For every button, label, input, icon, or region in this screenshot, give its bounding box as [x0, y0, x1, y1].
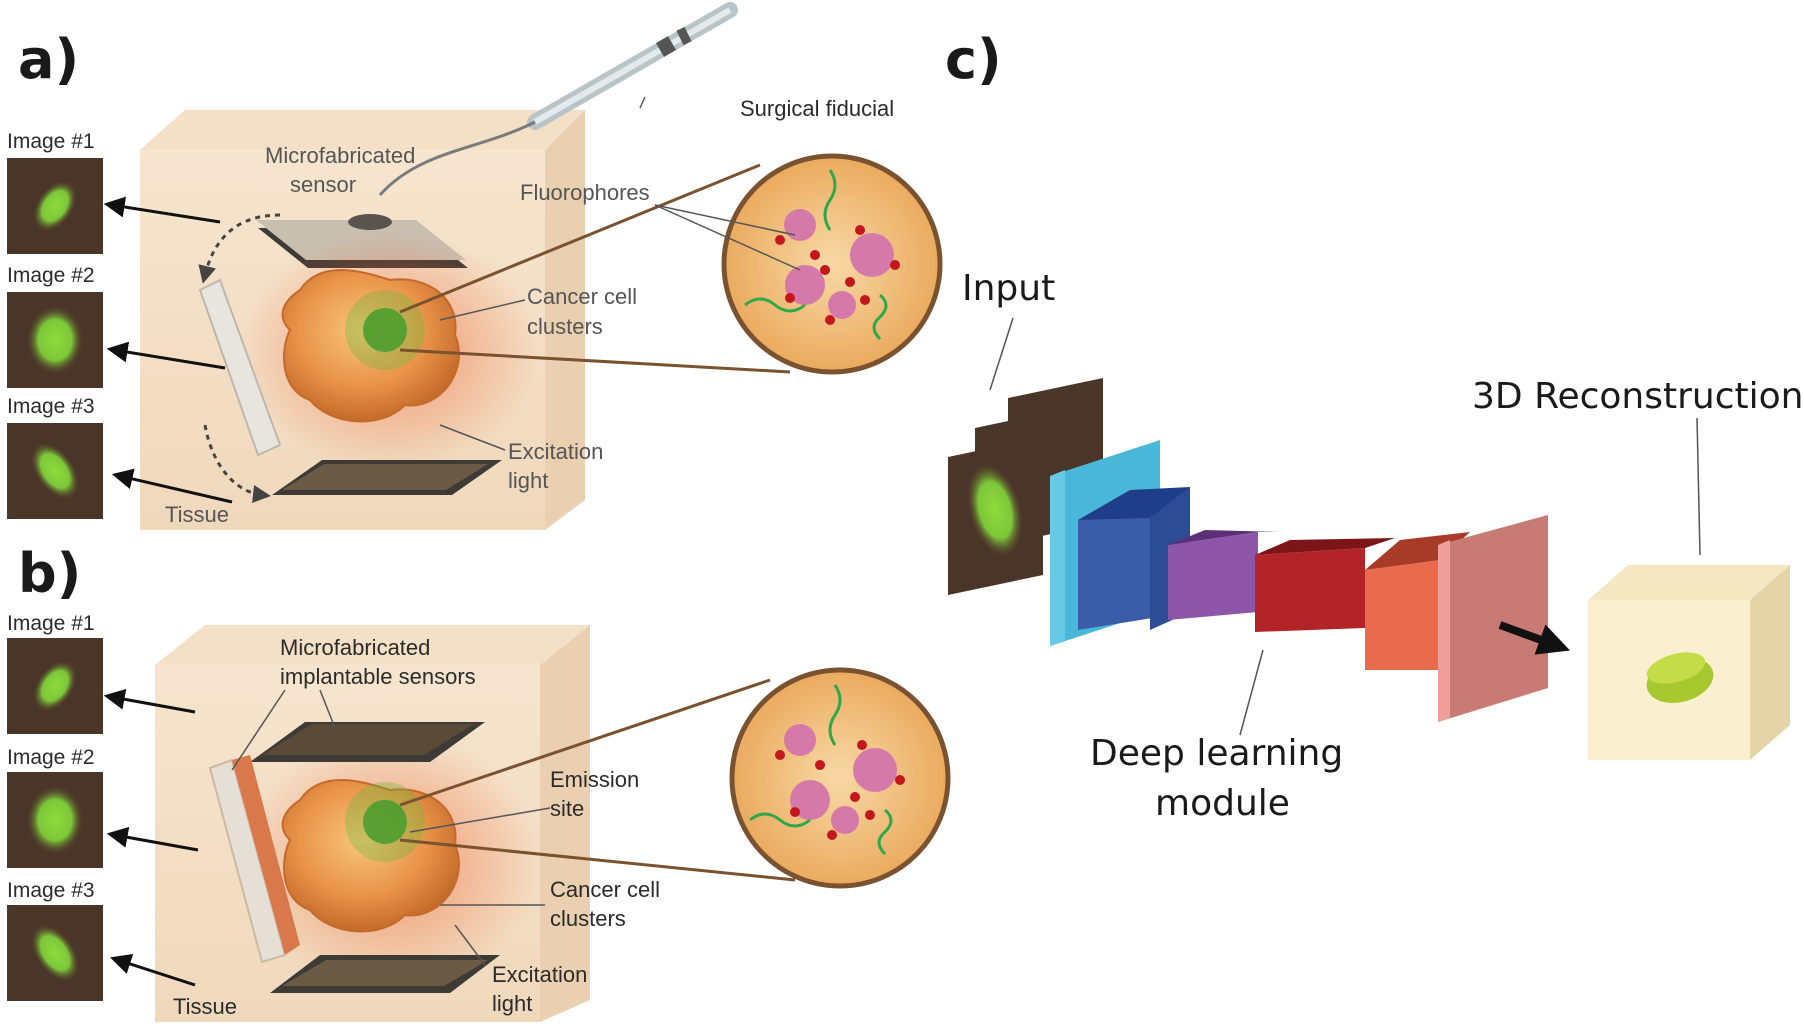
tissue-label-a: Tissue [165, 502, 229, 527]
cancer-label-line2-b: clusters [550, 906, 626, 931]
sensor-label-line1: Microfabricated [265, 143, 415, 168]
tissue-label-b: Tissue [173, 994, 237, 1019]
excitation-label-line1-b: Excitation [492, 962, 587, 987]
input-label: Input [962, 268, 1055, 309]
image-thumbnails-b [7, 638, 103, 1001]
bottom-sensor-a [272, 460, 502, 495]
input-leader [989, 317, 1014, 391]
dl-layer-5 [1365, 560, 1440, 670]
panel-b: b) [7, 542, 951, 1022]
panel-b-letter: b) [18, 542, 81, 605]
deep-learning-module [1050, 440, 1548, 722]
panel-a: a) [7, 2, 943, 530]
reconstruction-leader [1696, 417, 1701, 556]
bottom-sensor-b [270, 955, 500, 993]
panel-c-letter: c) [945, 28, 1002, 91]
surgical-fiducial-label: Surgical fiducial [740, 96, 894, 121]
dl-layer-4 [1255, 548, 1365, 632]
sensors-label-line2: implantable sensors [280, 664, 476, 689]
image-3-label-a: Image #3 [7, 395, 95, 418]
leader-lines-a [439, 96, 801, 451]
sensors-label-line1: Microfabricated [280, 635, 430, 660]
deep-learning-label-line1: Deep learning [1090, 733, 1343, 774]
dl-layer-3 [1168, 532, 1258, 620]
excitation-label-line2-b: light [492, 991, 532, 1016]
image-1-label-b: Image #1 [7, 612, 95, 635]
image-2-label-b: Image #2 [7, 746, 95, 769]
emission-label-line2: site [550, 796, 584, 821]
cancer-label-line1-a: Cancer cell [527, 284, 637, 309]
excitation-label-line1-a: Excitation [508, 439, 603, 464]
leader-lines-b [231, 689, 551, 966]
emission-label-line1: Emission [550, 767, 639, 792]
image-thumbnails-a [7, 158, 103, 519]
zoom-circle-a [399, 153, 943, 375]
reconstruction-cube [1588, 565, 1790, 760]
image-1-label-a: Image #1 [7, 130, 95, 153]
side-sensor-glow-b [232, 755, 300, 955]
deep-learning-label-line2: module [1155, 783, 1290, 824]
surgical-fiducial-needle [378, 2, 738, 196]
output-arrow [1498, 621, 1571, 655]
image-2-label-a: Image #2 [7, 264, 95, 287]
deep-leader [1239, 649, 1264, 736]
arrows-b [103, 688, 199, 987]
image-3-label-b: Image #3 [7, 879, 95, 902]
excitation-label-line2-a: light [508, 468, 548, 493]
fluorophores-label: Fluorophores [520, 180, 650, 205]
sensor-label-line2: sensor [290, 172, 356, 197]
cancer-cell-cluster-b [281, 779, 460, 933]
reconstruction-label: 3D Reconstruction [1472, 376, 1804, 417]
panel-c: c) Input Deep learning [945, 28, 1804, 824]
cancer-label-line2-a: clusters [527, 314, 603, 339]
implantable-sensor-top-b [250, 722, 485, 762]
zoom-circle-b [399, 667, 951, 889]
cancer-cell-cluster-a [281, 269, 460, 423]
arrows-a [103, 196, 281, 504]
panel-a-letter: a) [18, 28, 79, 91]
cancer-label-line1-b: Cancer cell [550, 877, 660, 902]
dl-layer-6 [1438, 515, 1548, 722]
